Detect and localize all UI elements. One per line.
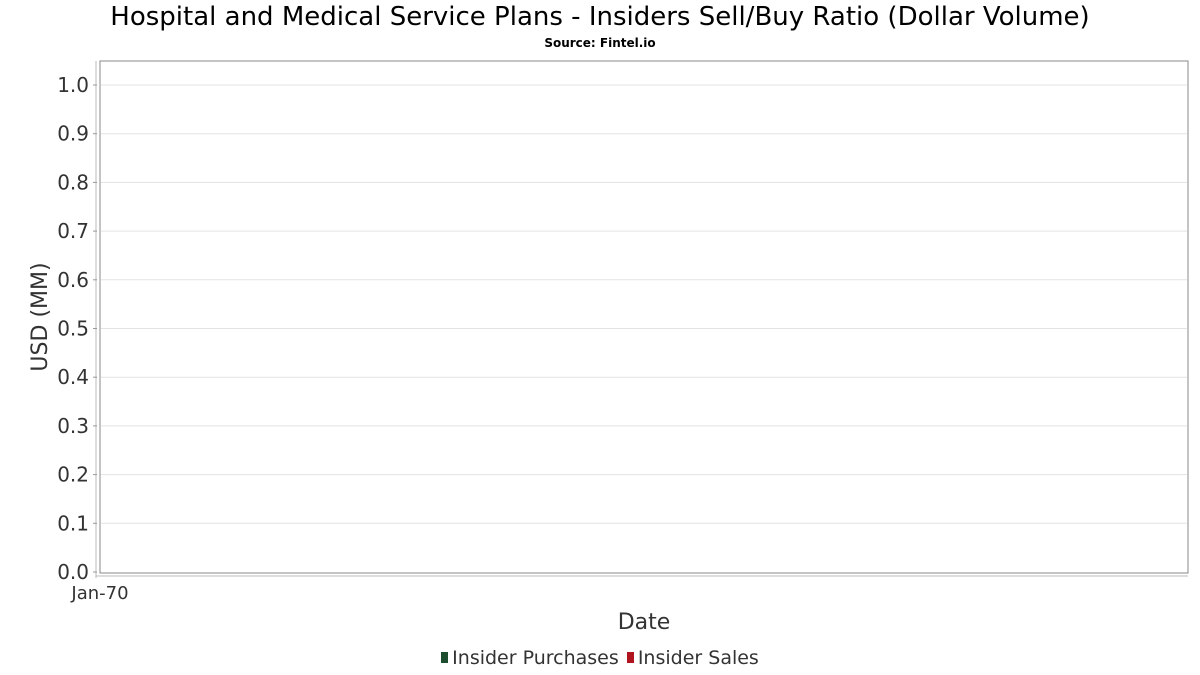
legend-label-sales: Insider Sales: [637, 647, 759, 669]
plot-area: [99, 60, 1189, 574]
y-axis-label: USD (MM): [28, 262, 53, 371]
legend-item-sales[interactable]: Insider Sales: [626, 647, 759, 669]
chart-subtitle: Source: Fintel.io: [544, 36, 656, 50]
y-tick-label: 0.2: [57, 463, 89, 487]
legend-swatch-sales: [626, 652, 634, 663]
legend-swatch-purchases: [441, 652, 449, 663]
y-tick-label: 0.5: [57, 317, 89, 341]
y-tick-label: 0.6: [57, 268, 89, 292]
x-axis-label: Date: [618, 610, 671, 635]
y-tick-label: 0.0: [57, 560, 89, 584]
grid-lines: [101, 84, 1187, 524]
legend-item-purchases[interactable]: Insider Purchases: [441, 647, 619, 669]
legend: Insider Purchases Insider Sales: [0, 647, 1200, 669]
y-axis-ticks: 0.0 0.1 0.2 0.3 0.4 0.5 0.6 0.7 0.8 0.9 1.0: [57, 73, 97, 584]
y-tick-label: 0.1: [57, 511, 89, 535]
chart-title: Hospital and Medical Service Plans - Ins…: [110, 2, 1090, 32]
y-tick-label: 0.8: [57, 170, 89, 194]
y-tick-label: 0.9: [57, 122, 89, 146]
y-tick-label: 0.7: [57, 219, 89, 243]
x-axis-ticks: Jan-70: [70, 583, 128, 604]
legend-label-purchases: Insider Purchases: [452, 647, 619, 669]
y-tick-label: 0.4: [57, 365, 89, 389]
x-tick-label: Jan-70: [70, 583, 128, 604]
y-tick-label: 0.3: [57, 414, 89, 438]
y-tick-label: 1.0: [57, 73, 89, 97]
